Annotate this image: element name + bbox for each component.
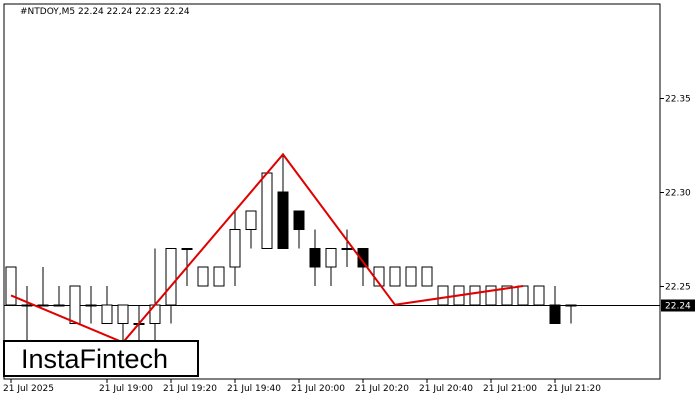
bullish-candle <box>37 304 49 307</box>
bullish-candle <box>245 210 257 231</box>
x-tick-label: 21 Jul 19:00 <box>99 384 153 394</box>
x-tick-label: 21 Jul 20:00 <box>291 384 345 394</box>
current-price-label: 22.24 <box>665 302 691 312</box>
bullish-candle <box>53 304 65 307</box>
bullish-candle <box>181 247 193 250</box>
bullish-candle <box>213 266 225 287</box>
bullish-candle <box>517 285 529 306</box>
brand-logo: InstaFintech <box>3 340 199 377</box>
bullish-candle <box>485 285 497 306</box>
bullish-candle <box>197 266 209 287</box>
bullish-candle <box>405 266 417 287</box>
y-tick-label: 22.25 <box>665 283 691 293</box>
bullish-candle <box>261 172 273 249</box>
logo-text: InstaFintech <box>21 344 169 374</box>
bullish-candle <box>69 285 81 325</box>
bearish-candle <box>309 247 321 268</box>
bullish-candle <box>229 229 241 268</box>
x-tick-label: 21 Jul 20:20 <box>355 384 409 394</box>
bullish-candle <box>389 266 401 287</box>
bullish-candle <box>565 304 577 307</box>
current-price-tag <box>661 299 695 312</box>
bearish-candle <box>277 191 289 249</box>
x-tick-label: 21 Jul 19:40 <box>227 384 281 394</box>
x-tick-label: 21 Jul 21:00 <box>483 384 537 394</box>
bullish-candle <box>341 247 353 250</box>
bullish-candle <box>21 304 33 307</box>
bullish-candle <box>85 304 97 307</box>
bullish-candle <box>533 285 545 306</box>
bullish-candle <box>5 266 17 306</box>
bullish-candle <box>101 304 113 325</box>
bullish-candle <box>421 266 433 287</box>
pattern-line <box>10 152 524 344</box>
bullish-candle <box>325 247 337 268</box>
bearish-candle <box>549 304 561 325</box>
x-tick-label: 21 Jul 19:20 <box>163 384 217 394</box>
bearish-candle <box>357 247 369 268</box>
y-tick-label: 22.35 <box>665 95 691 105</box>
bullish-candle <box>117 304 129 325</box>
bullish-candle <box>437 285 449 306</box>
x-tick-label: 21 Jul 2025 <box>3 384 54 394</box>
x-tick-label: 21 Jul 20:40 <box>419 384 473 394</box>
bullish-candle <box>165 247 177 306</box>
bullish-candle <box>501 285 513 306</box>
y-tick-label: 22.30 <box>665 189 691 199</box>
bullish-candle <box>469 285 481 306</box>
bearish-candle <box>293 210 305 231</box>
x-tick-label: 21 Jul 21:20 <box>547 384 601 394</box>
chart-header: #NTDOY,M5 22.24 22.24 22.23 22.24 <box>20 7 190 17</box>
